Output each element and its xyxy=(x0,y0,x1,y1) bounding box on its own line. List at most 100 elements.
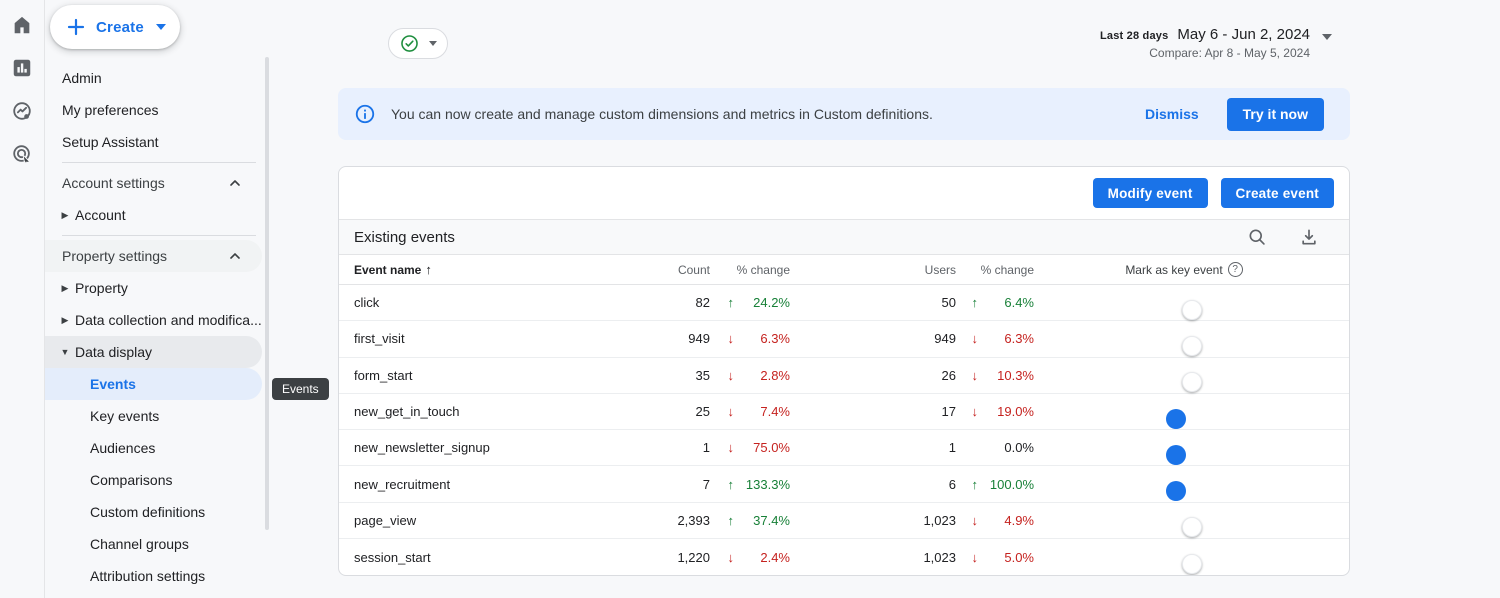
triangle-right-icon: ▶ xyxy=(61,209,69,220)
event-count: 7 xyxy=(702,476,710,492)
event-users: 1,023 xyxy=(923,549,956,565)
table-row: new_get_in_touch 25 7.4% 17 19.0% xyxy=(339,394,1349,431)
count-change: 2.8% xyxy=(710,368,790,383)
sidebar-item-data-collection[interactable]: ▶ Data collection and modifica... xyxy=(45,304,262,336)
sidebar-section-property-settings[interactable]: Property settings xyxy=(45,240,262,272)
sidebar-item-account[interactable]: ▶ Account xyxy=(45,199,262,231)
event-users: 50 xyxy=(941,295,956,311)
trend-arrow-icon xyxy=(972,368,979,383)
topbar: Last 28 days May 6 - Jun 2, 2024 Compare… xyxy=(338,0,1350,88)
reports-icon[interactable] xyxy=(11,57,33,79)
count-change: 133.3% xyxy=(710,477,790,492)
date-range-value: May 6 - Jun 2, 2024 xyxy=(1177,26,1310,43)
trend-arrow-icon xyxy=(972,404,979,419)
sidebar-item-setup-assistant[interactable]: Setup Assistant xyxy=(62,134,159,150)
date-compare-value: Compare: Apr 8 - May 5, 2024 xyxy=(1149,46,1310,60)
events-card: Modify event Create event Existing event… xyxy=(338,166,1350,576)
event-users: 1,023 xyxy=(923,512,956,528)
create-button-label: Create xyxy=(96,18,144,36)
users-change: 10.3% xyxy=(956,368,1034,383)
chevron-up-icon xyxy=(229,250,241,262)
event-users: 26 xyxy=(941,367,956,383)
sidebar-item-data-display[interactable]: ▼ Data display xyxy=(45,336,262,368)
chevron-up-icon xyxy=(229,177,241,189)
help-icon[interactable]: ? xyxy=(1227,262,1243,277)
table-row: new_recruitment 7 133.3% 6 100.0% xyxy=(339,466,1349,503)
home-icon[interactable] xyxy=(11,14,33,36)
trend-arrow-icon xyxy=(728,295,735,310)
event-users: 17 xyxy=(941,404,956,420)
column-header-users-change[interactable]: % change xyxy=(980,262,1034,277)
trend-arrow-icon xyxy=(728,331,735,346)
count-change: 24.2% xyxy=(710,295,790,310)
event-name: page_view xyxy=(354,512,417,528)
triangle-down-icon: ▼ xyxy=(60,347,70,357)
sidebar-item-key-events[interactable]: Key events xyxy=(90,408,160,424)
chevron-down-icon xyxy=(155,24,166,30)
data-quality-button[interactable] xyxy=(388,28,448,59)
users-change: 6.4% xyxy=(956,295,1034,310)
sidebar-item-admin[interactable]: Admin xyxy=(62,70,102,86)
table-row: click 82 24.2% 50 6.4% xyxy=(339,285,1349,322)
column-header-event-name[interactable]: Event name xyxy=(354,262,615,277)
triangle-right-icon: ▶ xyxy=(61,314,69,325)
modify-event-button[interactable]: Modify event xyxy=(1092,178,1208,208)
sidebar-divider xyxy=(62,235,256,236)
events-tooltip: Events xyxy=(272,378,329,400)
sidebar-item-audiences[interactable]: Audiences xyxy=(90,440,156,456)
event-name: first_visit xyxy=(354,331,405,347)
check-circle-icon xyxy=(400,35,418,52)
column-header-count[interactable]: Count xyxy=(677,262,710,277)
table-header-row: Event name Count % change Users % change… xyxy=(339,255,1349,285)
column-header-count-change[interactable]: % change xyxy=(736,262,790,277)
sidebar-scrollbar[interactable] xyxy=(265,57,269,530)
event-count: 2,393 xyxy=(677,512,710,528)
create-event-button[interactable]: Create event xyxy=(1220,178,1334,208)
search-icon[interactable] xyxy=(1247,227,1267,247)
count-change: 7.4% xyxy=(710,404,790,419)
event-count: 35 xyxy=(695,367,710,383)
event-name: new_recruitment xyxy=(354,476,451,492)
users-change: 5.0% xyxy=(956,550,1034,565)
event-users: 6 xyxy=(948,476,956,492)
event-count: 82 xyxy=(695,295,710,311)
trend-arrow-icon xyxy=(728,477,735,492)
event-name: click xyxy=(354,295,380,311)
trend-arrow-icon xyxy=(972,550,979,565)
table-row: new_newsletter_signup 1 75.0% 1 0.0% xyxy=(339,430,1349,467)
date-range-picker[interactable]: Last 28 days May 6 - Jun 2, 2024 Compare… xyxy=(1100,26,1332,60)
event-name: session_start xyxy=(354,549,431,565)
trend-arrow-icon xyxy=(728,404,735,419)
event-count: 949 xyxy=(688,331,710,347)
event-count: 25 xyxy=(695,404,710,420)
table-row: first_visit 949 6.3% 949 6.3% xyxy=(339,321,1349,358)
sidebar-nav: Admin My preferences Setup Assistant Acc… xyxy=(45,62,270,592)
users-change: 0.0% xyxy=(1004,440,1034,456)
trend-arrow-icon xyxy=(972,295,979,310)
dismiss-button[interactable]: Dismiss xyxy=(1131,98,1213,130)
left-nav-rail xyxy=(0,0,45,598)
chevron-down-icon xyxy=(1322,34,1332,40)
advertising-icon[interactable] xyxy=(11,100,33,122)
triangle-right-icon: ▶ xyxy=(61,282,69,293)
sidebar-item-events[interactable]: Events xyxy=(45,368,262,400)
users-change: 6.3% xyxy=(956,331,1034,346)
explore-icon[interactable] xyxy=(11,143,33,165)
try-it-now-button[interactable]: Try it now xyxy=(1226,97,1324,131)
count-change: 2.4% xyxy=(710,550,790,565)
users-change: 4.9% xyxy=(956,513,1034,528)
sidebar-item-comparisons[interactable]: Comparisons xyxy=(90,472,173,488)
sidebar-item-channel-groups[interactable]: Channel groups xyxy=(90,536,189,552)
sidebar-item-property[interactable]: ▶ Property xyxy=(45,272,262,304)
sidebar-item-attribution-settings[interactable]: Attribution settings xyxy=(90,568,206,584)
create-button[interactable]: Create xyxy=(50,5,180,49)
event-users: 1 xyxy=(948,440,956,456)
banner-message: You can now create and manage custom dim… xyxy=(391,106,933,122)
column-header-users[interactable]: Users xyxy=(924,262,956,277)
download-icon[interactable] xyxy=(1299,227,1319,247)
sidebar-item-custom-definitions[interactable]: Custom definitions xyxy=(90,504,206,520)
count-change: 75.0% xyxy=(710,440,790,455)
sidebar-item-my-preferences[interactable]: My preferences xyxy=(62,102,159,118)
sidebar-section-account-settings[interactable]: Account settings xyxy=(45,167,262,199)
